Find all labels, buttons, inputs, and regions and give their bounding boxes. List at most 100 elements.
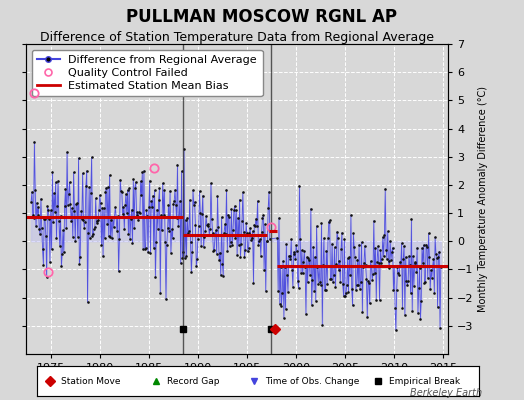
Point [217,214,226,220]
Point [351,254,359,261]
Point [432,255,441,261]
Point [108,214,117,220]
Point [248,234,256,241]
Point [379,234,387,240]
Point [362,276,370,282]
Point [369,218,378,224]
Point [303,279,312,286]
Point [198,210,206,217]
Point [73,200,81,206]
Point [178,255,187,261]
Point [408,308,417,314]
Point [47,246,56,252]
Point [92,220,101,226]
Point [216,272,225,278]
Point [167,250,175,256]
Point [138,169,147,175]
Point [259,212,267,218]
Point [69,169,78,176]
Point [196,210,204,216]
Point [276,263,285,270]
Point [230,207,238,214]
Point [238,189,247,196]
Point [274,288,282,294]
Point [365,280,373,287]
Point [342,290,350,296]
Point [84,230,93,236]
Point [179,248,188,255]
Point [155,185,163,192]
Point [255,238,264,244]
Point [130,225,138,231]
Point [89,230,97,237]
Point [129,176,137,183]
Point [221,221,229,227]
Point [38,246,47,252]
Point [418,245,426,251]
Point [194,235,202,242]
Point [190,201,198,208]
Point [245,230,254,236]
Point [406,262,414,268]
Point [74,155,83,161]
Point [409,253,417,260]
Point [107,217,115,223]
Point [324,235,332,241]
Point [384,258,392,264]
Point [60,249,68,256]
Point [48,168,57,175]
Point [110,214,118,220]
Point [287,236,296,242]
Point [108,235,116,242]
Point [261,288,270,294]
Point [222,230,230,237]
Point [79,170,87,177]
Point [423,244,431,250]
Point [368,276,376,283]
Point [59,227,67,234]
Point [72,201,80,207]
Point [183,214,191,221]
Point [252,215,260,222]
Point [396,258,404,265]
Point [278,290,287,296]
Point [29,214,38,221]
Point [402,278,411,284]
Point [127,216,135,222]
Point [28,189,36,195]
Point [43,203,52,210]
Point [304,255,313,261]
Point [247,237,255,244]
Point [284,288,292,295]
Point [142,207,150,213]
Point [130,184,139,191]
Point [235,242,243,248]
Point [54,217,63,224]
Point [41,233,50,239]
Point [234,215,242,221]
Point [155,197,163,203]
Point [171,202,180,208]
Point [168,226,176,232]
Point [343,282,351,288]
Point [224,211,232,218]
Point [282,241,290,248]
Point [348,302,357,309]
Point [115,236,124,242]
Point [212,251,221,257]
Point [223,248,232,254]
Point [32,200,41,206]
Point [433,304,442,310]
Point [71,238,80,244]
Point [213,193,222,200]
Point [64,191,73,198]
Point [352,287,360,293]
Point [392,287,401,293]
Point [103,221,111,227]
Point [320,235,328,241]
Point [318,322,326,328]
Point [407,290,415,296]
Point [190,199,199,205]
Title: Difference of Station Temperature Data from Regional Average: Difference of Station Temperature Data f… [40,31,434,44]
Point [78,216,86,222]
